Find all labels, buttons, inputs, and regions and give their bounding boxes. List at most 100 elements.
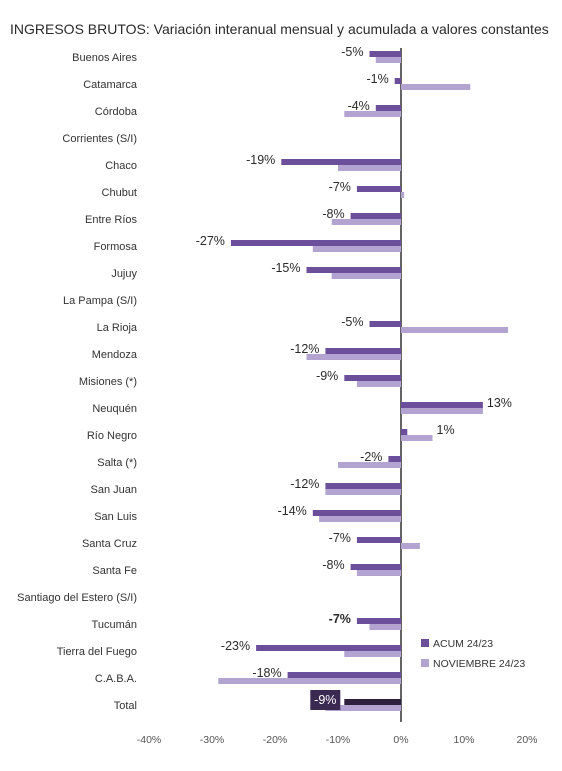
data-label-buenos-aires: -5%	[341, 45, 363, 59]
bar-acum-chaco	[281, 159, 401, 165]
bar-acum-jujuy	[306, 267, 401, 273]
category-label-tucum-n: Tucumán	[92, 619, 137, 631]
data-label-santa-cruz: -7%	[329, 531, 351, 545]
bar-acum-c-a-b-a	[287, 672, 401, 678]
bar-acum-tierra-del-fuego	[256, 645, 401, 651]
category-label-formosa: Formosa	[94, 241, 138, 253]
bar-acum-misiones	[344, 375, 401, 381]
bar-acum-c-rdoba	[375, 105, 401, 111]
data-label-san-juan: -12%	[290, 477, 319, 491]
bar-noviembre-jujuy	[331, 273, 401, 279]
bar-acum-san-luis	[312, 510, 401, 516]
data-label-neuqu-n: 13%	[487, 396, 512, 410]
category-label-santa-cruz: Santa Cruz	[82, 538, 137, 550]
category-label-total: Total	[114, 700, 137, 712]
data-label-total: -9%	[314, 693, 336, 707]
data-label-chubut: -7%	[329, 180, 351, 194]
bar-noviembre-la-rioja	[401, 327, 509, 333]
x-tick-label: 0%	[393, 734, 408, 746]
bar-noviembre-tierra-del-fuego	[344, 651, 401, 657]
bar-acum-san-juan	[325, 483, 401, 489]
bar-noviembre-neuqu-n	[401, 408, 483, 414]
category-label-buenos-aires: Buenos Aires	[72, 52, 137, 64]
category-label-salta: Salta (*)	[97, 457, 137, 469]
category-label-chubut: Chubut	[102, 187, 137, 199]
legend-label-acum-24-23: ACUM 24/23	[433, 638, 493, 650]
category-label-misiones: Misiones (*)	[79, 376, 137, 388]
bar-noviembre-total	[325, 705, 401, 711]
x-tick-label: 10%	[453, 734, 474, 746]
data-label-santa-fe: -8%	[322, 558, 344, 572]
bar-noviembre-salta	[338, 462, 401, 468]
bar-noviembre-santa-cruz	[401, 543, 420, 549]
data-label-salta: -2%	[360, 450, 382, 464]
category-label-la-rioja: La Rioja	[97, 322, 138, 334]
data-label-catamarca: -1%	[366, 72, 388, 86]
category-label-neuqu-n: Neuquén	[92, 403, 137, 415]
data-label-c-rdoba: -4%	[348, 99, 370, 113]
bar-acum-santa-cruz	[356, 537, 401, 543]
bar-acum-entre-r-os	[350, 213, 401, 219]
bar-acum-la-rioja	[369, 321, 401, 327]
data-label-chaco: -19%	[246, 153, 275, 167]
category-label-r-o-negro: Río Negro	[87, 430, 137, 442]
category-label-jujuy: Jujuy	[111, 268, 137, 280]
category-label-santa-fe: Santa Fe	[92, 565, 137, 577]
x-tick-label: -20%	[263, 734, 288, 746]
bar-noviembre-san-luis	[319, 516, 401, 522]
bar-noviembre-chaco	[338, 165, 401, 171]
legend-swatch-noviembre-24-23	[421, 659, 429, 667]
bar-noviembre-buenos-aires	[375, 57, 401, 63]
x-tick-label: -40%	[137, 734, 162, 746]
bar-acum-chubut	[356, 186, 401, 192]
category-label-san-luis: San Luis	[94, 511, 137, 523]
bar-acum-salta	[388, 456, 401, 462]
data-label-tierra-del-fuego: -23%	[221, 639, 250, 653]
category-label-c-rdoba: Córdoba	[95, 106, 138, 118]
category-label-la-pampa-s-i: La Pampa (S/I)	[63, 295, 137, 307]
data-label-c-a-b-a: -18%	[252, 666, 281, 680]
bar-noviembre-entre-r-os	[331, 219, 401, 225]
category-label-san-juan: San Juan	[91, 484, 137, 496]
bar-noviembre-tucum-n	[369, 624, 401, 630]
x-tick-label: -30%	[200, 734, 225, 746]
category-label-chaco: Chaco	[105, 160, 137, 172]
bar-noviembre-formosa	[312, 246, 401, 252]
category-label-tierra-del-fuego: Tierra del Fuego	[57, 646, 137, 658]
data-label-tucum-n: -7%	[329, 612, 351, 626]
data-label-la-rioja: -5%	[341, 315, 363, 329]
category-label-entre-r-os: Entre Ríos	[85, 214, 137, 226]
bar-noviembre-chubut	[401, 192, 405, 198]
bar-acum-neuqu-n	[401, 402, 483, 408]
bar-acum-buenos-aires	[369, 51, 401, 57]
bar-noviembre-santa-fe	[356, 570, 401, 576]
data-label-misiones: -9%	[316, 369, 338, 383]
chart-title: INGRESOS BRUTOS: Variación interanual me…	[10, 21, 549, 37]
category-label-catamarca: Catamarca	[83, 79, 138, 91]
bar-noviembre-misiones	[356, 381, 401, 387]
x-tick-label: -10%	[326, 734, 351, 746]
data-label-jujuy: -15%	[271, 261, 300, 275]
bar-noviembre-catamarca	[401, 84, 471, 90]
bar-acum-mendoza	[325, 348, 401, 354]
category-label-santiago-del-estero-s-i: Santiago del Estero (S/I)	[17, 592, 137, 604]
bar-acum-formosa	[230, 240, 401, 246]
bar-noviembre-r-o-negro	[401, 435, 433, 441]
bar-acum-total	[344, 699, 401, 705]
data-label-mendoza: -12%	[290, 342, 319, 356]
data-label-entre-r-os: -8%	[322, 207, 344, 221]
bar-noviembre-c-rdoba	[344, 111, 401, 117]
data-label-formosa: -27%	[196, 234, 225, 248]
category-label-corrientes-s-i: Corrientes (S/I)	[62, 133, 137, 145]
bar-noviembre-mendoza	[306, 354, 401, 360]
bar-noviembre-c-a-b-a	[218, 678, 401, 684]
category-label-mendoza: Mendoza	[92, 349, 138, 361]
data-label-r-o-negro: 1%	[437, 423, 455, 437]
data-label-san-luis: -14%	[278, 504, 307, 518]
bar-acum-catamarca	[394, 78, 401, 84]
data-label-box-total	[310, 690, 341, 710]
bar-acum-santa-fe	[350, 564, 401, 570]
category-label-c-a-b-a: C.A.B.A.	[95, 673, 137, 685]
